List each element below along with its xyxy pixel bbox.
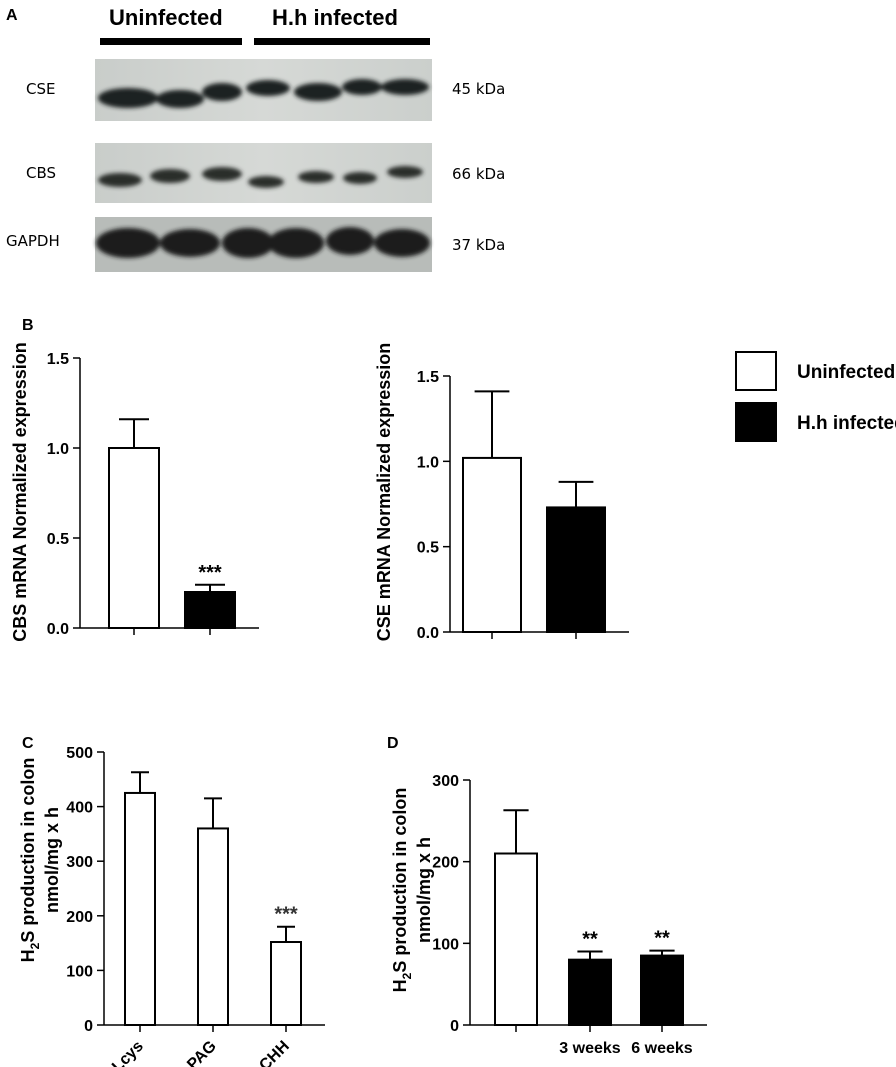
panel-b-letter: B [22, 317, 34, 334]
y-tick-label: 1.5 [47, 351, 69, 368]
bar [568, 958, 612, 1027]
legend-swatch-uninfected [735, 351, 777, 391]
bar [270, 941, 302, 1026]
y-tick-label: 100 [66, 963, 93, 980]
bar [197, 827, 229, 1026]
bar [184, 591, 236, 629]
panel-c-letter: C [22, 735, 34, 752]
x-tick-label: 6 weeks [631, 1040, 692, 1057]
y-tick-label: 0 [84, 1018, 93, 1035]
chart-h2s-timecourse: 0 100 200 300 ** 3 weeks ** 6 weeks H2S producti… [390, 773, 707, 1057]
bar [124, 791, 156, 1027]
y-axis-label-units: nmol/mg x h [42, 807, 62, 913]
y-axis-label: CBS mRNA Normalized expression [10, 342, 30, 641]
bar [640, 954, 684, 1026]
legend-label-uninfected: Uninfected [797, 362, 895, 383]
panel-d-letter: D [387, 735, 399, 752]
bar [494, 852, 538, 1026]
y-axis-label: H2S production in colon [390, 788, 414, 993]
y-tick-label: 0.0 [417, 625, 439, 642]
legend-label-infected: H.h infected [797, 413, 896, 434]
chart-cbs-mrna: 0.0 0.5 1.0 1.5 *** CBS mRNA Normalized expre… [10, 342, 259, 642]
y-tick-label: 500 [66, 745, 93, 762]
significance-label: *** [198, 562, 222, 584]
group-label-uninfected: Uninfected [109, 5, 223, 30]
y-tick-label: 200 [66, 909, 93, 926]
significance-label: ** [654, 928, 670, 950]
blot-cbs [95, 143, 432, 203]
x-tick-label: 3 weeks [559, 1040, 620, 1057]
blot-kda-gapdh: 37 kDa [452, 236, 505, 254]
blot-kda-cse: 45 kDa [452, 80, 505, 98]
blot-label-gapdh: GAPDH [6, 232, 60, 250]
significance-label: *** [274, 904, 298, 926]
y-tick-label: 0 [450, 1018, 459, 1035]
y-axis-label-units: nmol/mg x h [414, 837, 434, 943]
chart-h2s-inhibitors: 0 100 200 300 400 500 Lcys PAG *** CHH H2S product… [18, 745, 325, 1067]
y-tick-label: 200 [432, 855, 459, 872]
bar [462, 456, 522, 634]
y-axis-label: H2S production in colon [18, 758, 42, 963]
x-tick-label: CHH [256, 1038, 293, 1067]
y-tick-label: 400 [66, 800, 93, 817]
significance-label: ** [582, 929, 598, 951]
blot-label-cse: CSE [26, 80, 55, 98]
blot-cse [95, 59, 432, 121]
blot-label-cbs: CBS [26, 164, 56, 182]
y-tick-label: 0.0 [47, 621, 69, 638]
group-bar-uninfected [100, 38, 242, 45]
group-label-infected: H.h infected [272, 5, 398, 30]
bar [108, 447, 160, 629]
blot-kda-cbs: 66 kDa [452, 165, 505, 183]
y-tick-label: 0.5 [47, 531, 69, 548]
y-tick-label: 0.5 [417, 540, 439, 557]
legend: Uninfected H.h infected [735, 351, 896, 442]
group-bar-infected [254, 38, 430, 45]
blot-gapdh [95, 217, 432, 272]
bar [546, 506, 606, 633]
y-axis-label: CSE mRNA Normalized expression [374, 343, 394, 641]
y-tick-label: 1.5 [417, 369, 439, 386]
x-tick-label: PAG [184, 1038, 220, 1067]
chart-cse-mrna: 0.0 0.5 1.0 1.5 CSE mRNA Normalized expressi… [374, 343, 629, 642]
y-tick-label: 1.0 [417, 454, 439, 471]
legend-swatch-infected [735, 402, 777, 442]
y-tick-label: 300 [432, 773, 459, 790]
panel-a-letter: A [6, 7, 18, 24]
y-tick-label: 300 [66, 854, 93, 871]
y-tick-label: 100 [432, 936, 459, 953]
y-tick-label: 1.0 [47, 441, 69, 458]
x-tick-label: Lcys [109, 1038, 147, 1067]
